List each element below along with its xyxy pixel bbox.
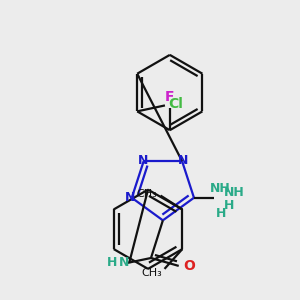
- Text: NH: NH: [224, 186, 244, 199]
- Text: H: H: [224, 199, 234, 212]
- Text: N: N: [178, 154, 188, 167]
- Text: Cl: Cl: [168, 98, 183, 111]
- Text: O: O: [184, 259, 196, 273]
- Text: N: N: [137, 154, 148, 167]
- Text: CH₃: CH₃: [137, 189, 158, 199]
- Text: N: N: [124, 191, 135, 204]
- Text: F: F: [165, 90, 175, 104]
- Text: H: H: [107, 256, 117, 269]
- Text: CH₃: CH₃: [142, 268, 163, 278]
- Text: N: N: [119, 256, 129, 269]
- Text: H: H: [216, 207, 226, 220]
- Text: NH: NH: [210, 182, 231, 195]
